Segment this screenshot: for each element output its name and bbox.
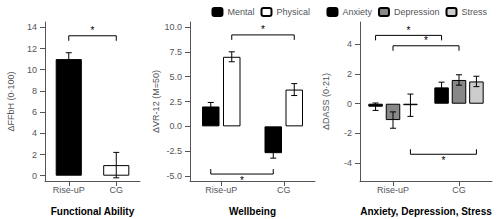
svg-text:2: 2 [32, 150, 37, 160]
svg-text:Rise-uP: Rise-uP [53, 185, 85, 195]
svg-text:4: 4 [32, 128, 37, 138]
svg-text:CG: CG [452, 185, 466, 195]
svg-text:*: * [424, 35, 428, 46]
svg-text:Rise-uP: Rise-uP [205, 185, 237, 195]
svg-text:ΔDASS (0·21): ΔDASS (0·21) [321, 73, 331, 130]
svg-text:*: * [240, 175, 244, 186]
svg-text:14: 14 [27, 22, 37, 32]
svg-text:*: * [91, 25, 95, 36]
svg-text:2: 2 [347, 69, 352, 79]
svg-text:Stress: Stress [461, 7, 487, 17]
svg-text:8: 8 [32, 86, 37, 96]
svg-text:Depression: Depression [394, 7, 440, 17]
svg-text:Wellbeing: Wellbeing [229, 206, 276, 217]
svg-text:7.5: 7.5 [169, 47, 182, 57]
svg-text:Functional Ability: Functional Ability [51, 206, 135, 217]
svg-text:Physical: Physical [276, 7, 310, 17]
svg-text:Mental: Mental [227, 7, 254, 17]
svg-text:-4: -4 [344, 158, 352, 168]
svg-text:-5.0: -5.0 [166, 171, 182, 181]
svg-text:Anxiety, Depression, Stress: Anxiety, Depression, Stress [360, 206, 492, 217]
svg-text:10.0: 10.0 [164, 22, 182, 32]
svg-text:4: 4 [347, 39, 352, 49]
svg-text:*: * [261, 24, 265, 35]
svg-text:Rise-uP: Rise-uP [377, 185, 409, 195]
svg-text:Anxiety: Anxiety [342, 7, 372, 17]
svg-text:*: * [441, 155, 445, 166]
svg-text:ΔFFbH (0·100): ΔFFbH (0·100) [6, 71, 16, 131]
svg-text:-2.5: -2.5 [166, 146, 182, 156]
svg-text:0: 0 [32, 171, 37, 181]
svg-text:ΔVR-12 (M=50): ΔVR-12 (M=50) [151, 70, 161, 133]
svg-text:6: 6 [32, 107, 37, 117]
svg-text:10: 10 [27, 65, 37, 75]
svg-text:*: * [407, 25, 411, 36]
svg-text:2.5: 2.5 [169, 97, 182, 107]
svg-text:0: 0 [347, 99, 352, 109]
svg-text:5.0: 5.0 [169, 72, 182, 82]
svg-text:12: 12 [27, 44, 37, 54]
svg-text:-2: -2 [344, 128, 352, 138]
svg-text:CG: CG [277, 185, 291, 195]
svg-text:CG: CG [110, 185, 124, 195]
svg-text:0.0: 0.0 [169, 121, 182, 131]
